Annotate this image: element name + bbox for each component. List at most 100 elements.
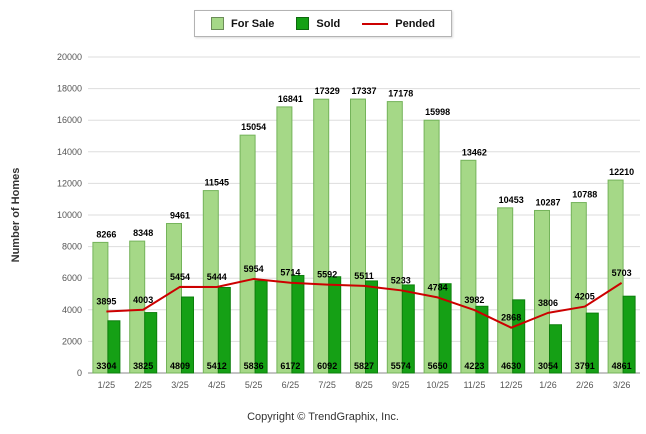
sold-bar: [512, 299, 526, 374]
sold-value-label: 5827: [354, 361, 374, 371]
for-sale-value-label: 15998: [425, 107, 450, 117]
sold-bar: [291, 274, 305, 374]
for-sale-swatch: [211, 17, 225, 30]
x-tick-label: 1/26: [539, 380, 557, 390]
for-sale-bar: [92, 241, 109, 374]
sold-bar: [365, 280, 378, 374]
for-sale-value-label: 11545: [205, 178, 230, 188]
y-tick-label: 20000: [57, 52, 82, 62]
sold-value-label: 4223: [464, 361, 484, 371]
x-tick-label: 6/25: [282, 380, 300, 390]
x-tick-label: 2/25: [134, 380, 152, 390]
x-tick-label: 4/25: [208, 380, 226, 390]
for-sale-bar: [202, 190, 219, 374]
legend-item-sold: Sold: [296, 17, 340, 30]
pended-value-label: 5511: [354, 271, 374, 281]
for-sale-bar: [129, 240, 146, 374]
sold-bar: [328, 276, 342, 374]
pended-value-label: 3982: [464, 295, 484, 305]
x-tick-label: 1/25: [98, 380, 116, 390]
sold-bar: [475, 305, 489, 374]
for-sale-value-label: 12210: [609, 167, 634, 177]
sold-bar: [254, 280, 268, 374]
pended-value-label: 5714: [280, 268, 300, 278]
sold-value-label: 6172: [280, 361, 300, 371]
pended-line: [106, 277, 623, 329]
sold-bar: [401, 284, 415, 374]
pended-value-label: 4003: [133, 295, 153, 305]
legend-item-for-sale: For Sale: [211, 17, 274, 30]
legend-item-pended: Pended: [362, 18, 435, 30]
x-tick-label: 2/26: [576, 380, 594, 390]
x-tick-label: 7/25: [318, 380, 336, 390]
sold-value-label: 3304: [96, 361, 116, 371]
sold-value-label: 3054: [538, 361, 558, 371]
sold-bar: [144, 312, 158, 374]
legend-label-pended: Pended: [395, 17, 435, 30]
for-sale-bar: [497, 207, 514, 374]
for-sale-bar: [239, 134, 256, 374]
pended-value-label: 5954: [244, 264, 264, 274]
sold-value-label: 4809: [170, 361, 190, 371]
sold-value-label: 5574: [391, 361, 411, 371]
y-tick-label: 0: [77, 368, 82, 378]
x-tick-label: 10/25: [426, 380, 449, 390]
x-tick-label: 8/25: [355, 380, 373, 390]
for-sale-bar: [570, 202, 587, 374]
for-sale-value-label: 10453: [499, 195, 524, 205]
for-sale-value-label: 9461: [170, 211, 190, 221]
pended-value-label: 5444: [207, 272, 227, 282]
for-sale-bar: [350, 98, 366, 374]
pended-line-swatch: [362, 22, 389, 25]
y-tick-label: 2000: [62, 336, 82, 346]
pended-value-label: 3806: [538, 298, 558, 308]
pended-value-label: 2868: [501, 313, 521, 323]
sold-bar: [217, 286, 231, 374]
sold-value-label: 5650: [428, 361, 448, 371]
sold-bar: [181, 296, 194, 374]
for-sale-bar: [386, 101, 403, 374]
y-tick-label: 4000: [62, 305, 82, 315]
for-sale-value-label: 17178: [388, 89, 413, 99]
sold-bar: [622, 295, 636, 374]
for-sale-bar: [423, 119, 440, 374]
x-tick-label: 12/25: [500, 380, 523, 390]
for-sale-bar: [534, 209, 550, 374]
for-sale-value-label: 16841: [278, 94, 303, 104]
x-tick-label: 9/25: [392, 380, 410, 390]
for-sale-bar: [166, 223, 182, 374]
sold-value-label: 3825: [133, 361, 153, 371]
y-axis-title: Number of Homes: [10, 167, 22, 263]
sold-value-label: 4861: [612, 361, 632, 371]
legend-label-for-sale: For Sale: [231, 17, 275, 30]
copyright: Copyright © TrendGraphix, Inc.: [247, 411, 399, 423]
sold-value-label: 5412: [207, 361, 227, 371]
sold-value-label: 5836: [244, 361, 264, 371]
pended-value-label: 4784: [428, 282, 448, 292]
for-sale-bar: [460, 159, 477, 374]
sold-bar: [549, 324, 562, 374]
x-tick-label: 11/25: [463, 380, 485, 390]
x-tick-label: 5/25: [245, 380, 263, 390]
y-tick-label: 8000: [62, 242, 82, 252]
for-sale-value-label: 17329: [315, 86, 340, 96]
for-sale-value-label: 13462: [462, 147, 487, 157]
y-tick-label: 12000: [57, 178, 82, 188]
pended-value-label: 5592: [317, 270, 337, 280]
legend-label-sold: Sold: [316, 17, 341, 30]
for-sale-bar: [313, 98, 330, 374]
y-tick-label: 16000: [57, 115, 82, 125]
sold-bar: [585, 312, 599, 374]
sold-value-label: 4630: [501, 361, 521, 371]
sold-swatch: [296, 17, 310, 30]
sold-value-label: 6092: [317, 361, 337, 371]
y-tick-label: 18000: [57, 84, 82, 94]
x-tick-label: 3/25: [171, 380, 189, 390]
sold-value-label: 3791: [575, 361, 595, 371]
for-sale-value-label: 8348: [133, 228, 153, 238]
y-tick-label: 14000: [57, 147, 82, 157]
y-tick-label: 6000: [62, 273, 82, 283]
pended-value-label: 5233: [391, 275, 411, 285]
